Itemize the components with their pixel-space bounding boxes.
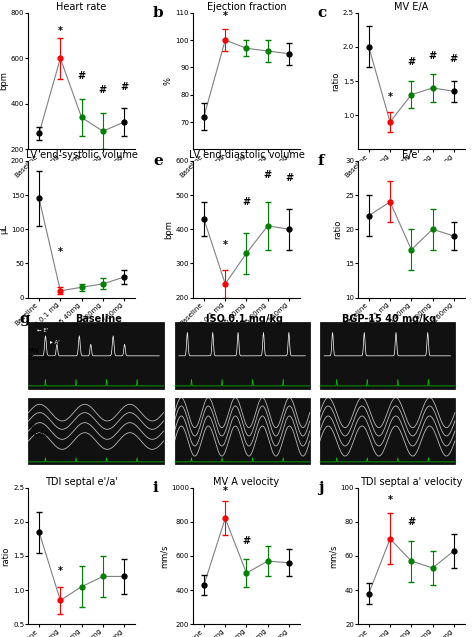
Y-axis label: ratio: ratio <box>333 220 342 239</box>
Text: g: g <box>20 312 30 326</box>
FancyBboxPatch shape <box>320 322 455 389</box>
FancyBboxPatch shape <box>28 322 164 389</box>
Text: *: * <box>223 11 228 21</box>
Text: #: # <box>285 173 293 183</box>
Text: #: # <box>450 54 458 64</box>
Text: j: j <box>318 481 323 495</box>
Text: #: # <box>428 50 437 61</box>
Text: BGP-15 40 mg/kg: BGP-15 40 mg/kg <box>342 314 437 324</box>
Title: Ejection fraction: Ejection fraction <box>207 2 286 12</box>
Title: TDI septal a' velocity: TDI septal a' velocity <box>360 477 463 487</box>
Text: b: b <box>153 6 164 20</box>
Y-axis label: ratio: ratio <box>331 71 340 90</box>
Text: f: f <box>318 154 324 168</box>
Text: #: # <box>407 517 415 527</box>
Text: #: # <box>264 169 272 180</box>
Text: #: # <box>407 57 415 68</box>
Y-axis label: μL: μL <box>0 224 8 234</box>
Text: *: * <box>58 247 63 257</box>
Text: #: # <box>78 71 86 81</box>
Text: ISO 0.1 mg/kg: ISO 0.1 mg/kg <box>206 314 283 324</box>
Text: c: c <box>318 6 327 20</box>
Title: LV end-diastolic volume: LV end-diastolic volume <box>189 150 304 160</box>
Text: M-
mode: M- mode <box>28 424 48 438</box>
FancyBboxPatch shape <box>320 397 455 464</box>
Y-axis label: ratio: ratio <box>1 547 10 566</box>
Y-axis label: bpm: bpm <box>0 71 8 90</box>
Text: *: * <box>388 495 392 505</box>
FancyBboxPatch shape <box>28 397 164 464</box>
Text: PW
Doppler: PW Doppler <box>28 348 56 361</box>
Title: MV E/A: MV E/A <box>394 2 428 12</box>
Y-axis label: bpm: bpm <box>164 220 173 239</box>
Title: TDI septal e'/a': TDI septal e'/a' <box>45 477 118 487</box>
Text: *: * <box>388 92 392 101</box>
FancyBboxPatch shape <box>174 397 310 464</box>
Text: *: * <box>223 240 228 250</box>
Text: #: # <box>242 197 251 207</box>
Text: #: # <box>99 85 107 95</box>
Y-axis label: mm/s: mm/s <box>159 544 168 568</box>
Y-axis label: mm/s: mm/s <box>328 544 337 568</box>
Text: ▸ A': ▸ A' <box>50 340 60 345</box>
FancyBboxPatch shape <box>174 322 310 389</box>
Y-axis label: %: % <box>164 77 173 85</box>
Text: #: # <box>120 82 128 92</box>
Title: MV A velocity: MV A velocity <box>213 477 280 487</box>
Text: *: * <box>58 566 63 576</box>
Text: Baseline: Baseline <box>75 314 122 324</box>
Text: i: i <box>153 481 159 495</box>
Text: e: e <box>153 154 163 168</box>
Text: #: # <box>242 536 251 546</box>
Text: *: * <box>223 486 228 496</box>
Title: Heart rate: Heart rate <box>56 2 107 12</box>
Text: ← E': ← E' <box>37 328 48 333</box>
Title: LV end-systolic volume: LV end-systolic volume <box>26 150 137 160</box>
Title: E/e': E/e' <box>402 150 420 160</box>
Text: *: * <box>58 25 63 36</box>
